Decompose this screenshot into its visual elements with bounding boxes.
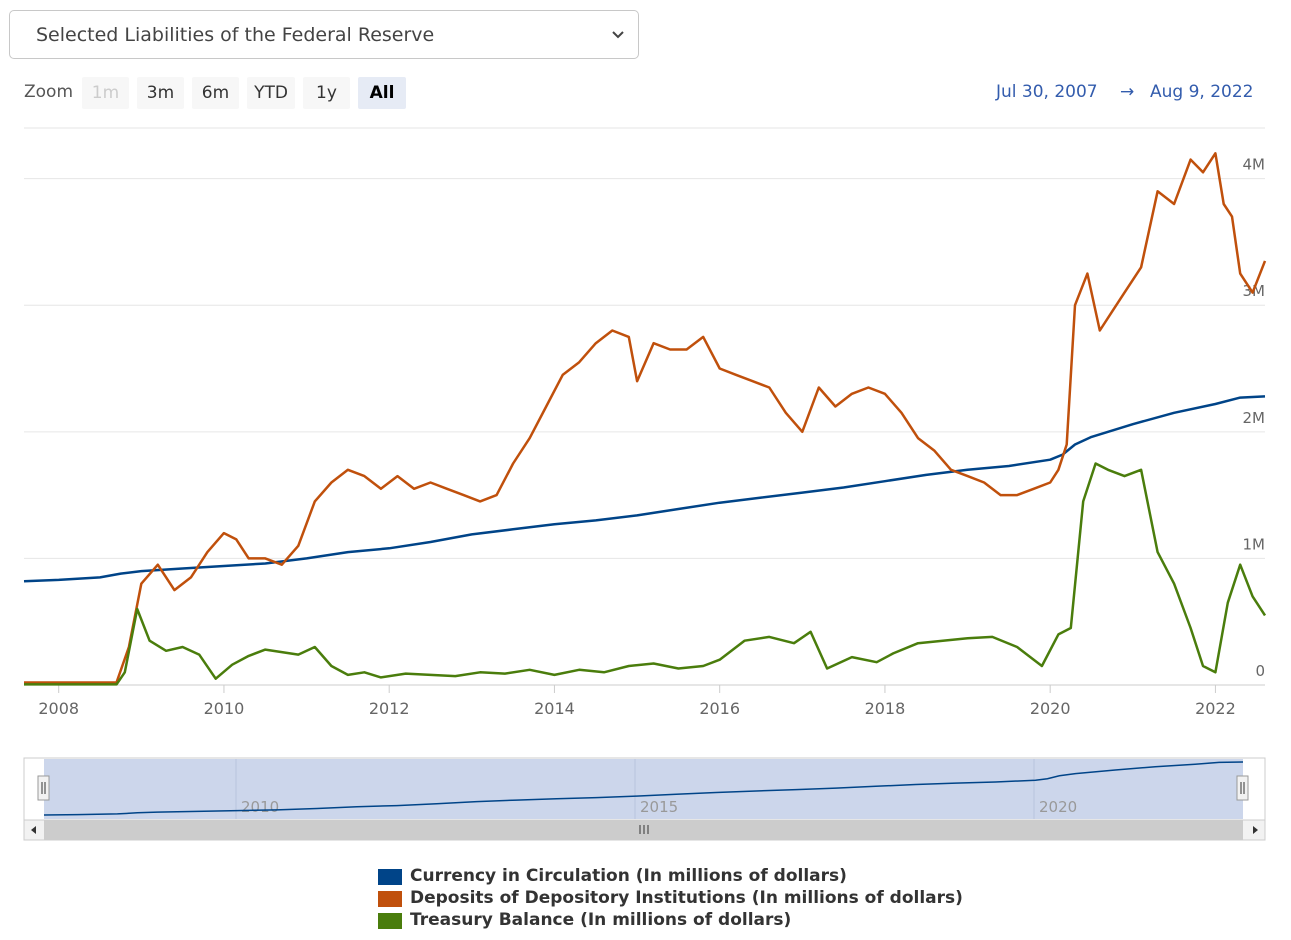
chevron-down-icon (612, 31, 624, 39)
x-tick-label: 2012 (369, 699, 410, 718)
legend-swatch-deposits (378, 891, 402, 907)
zoom-label: Zoom (24, 82, 74, 102)
series-line-2 (24, 462, 1267, 686)
zoom-1y-button[interactable]: 1y (303, 77, 350, 109)
range-arrow: → (1120, 82, 1135, 102)
navigator-series-line (43, 761, 1244, 816)
zoom-ytd-button[interactable]: YTD (247, 77, 295, 109)
zoom-3m-button[interactable]: 3m (137, 77, 184, 109)
scroll-right-arrow-icon[interactable] (1253, 826, 1258, 834)
range-to-date[interactable]: Aug 9, 2022 (1150, 82, 1254, 102)
navigator-label-2020: 2020 (1039, 798, 1077, 816)
y-tick-label: 4M (1243, 156, 1266, 174)
navigator[interactable]: 2010 2015 2020 (23, 757, 1266, 821)
navigator-right-handle[interactable] (1236, 775, 1249, 801)
x-tick-label: 2016 (699, 699, 740, 718)
y-tick-label: 2M (1243, 409, 1266, 427)
navigator-label-2015: 2015 (640, 798, 678, 816)
x-tick-label: 2020 (1030, 699, 1071, 718)
x-tick-label: 2018 (865, 699, 906, 718)
series-line-1 (24, 152, 1267, 684)
series-line-0 (23, 395, 1266, 583)
range-from-date[interactable]: Jul 30, 2007 (996, 82, 1098, 102)
legend-swatch-currency (378, 869, 402, 885)
scroll-left-arrow-icon[interactable] (31, 826, 36, 834)
scrollbar[interactable] (23, 819, 1266, 841)
zoom-1m-button[interactable]: 1m (82, 77, 129, 109)
y-tick-label: 0 (1255, 662, 1265, 680)
y-tick-label: 1M (1243, 535, 1266, 553)
navigator-selection[interactable] (44, 759, 1243, 819)
chart-selector-value: Selected Liabilities of the Federal Rese… (36, 24, 435, 46)
x-axis: 2008 2010 2012 2014 2016 2018 2020 2022 (38, 685, 1236, 718)
x-tick-label: 2008 (38, 699, 79, 718)
x-tick-label: 2022 (1195, 699, 1236, 718)
x-tick-label: 2014 (534, 699, 575, 718)
series-lines (23, 152, 1267, 686)
legend-swatch-treasury (378, 913, 402, 929)
legend-label-treasury: Treasury Balance (In millions of dollars… (410, 910, 792, 930)
zoom-6m-button[interactable]: 6m (192, 77, 239, 109)
x-tick-label: 2010 (204, 699, 245, 718)
navigator-left-handle[interactable] (37, 775, 50, 801)
legend-label-deposits: Deposits of Depository Institutions (In … (410, 888, 963, 908)
legend-label-currency: Currency in Circulation (In millions of … (410, 866, 847, 886)
navigator-label-2010: 2010 (241, 798, 279, 816)
chart-selector-dropdown[interactable]: Selected Liabilities of the Federal Rese… (9, 10, 639, 59)
zoom-all-button[interactable]: All (358, 77, 406, 109)
